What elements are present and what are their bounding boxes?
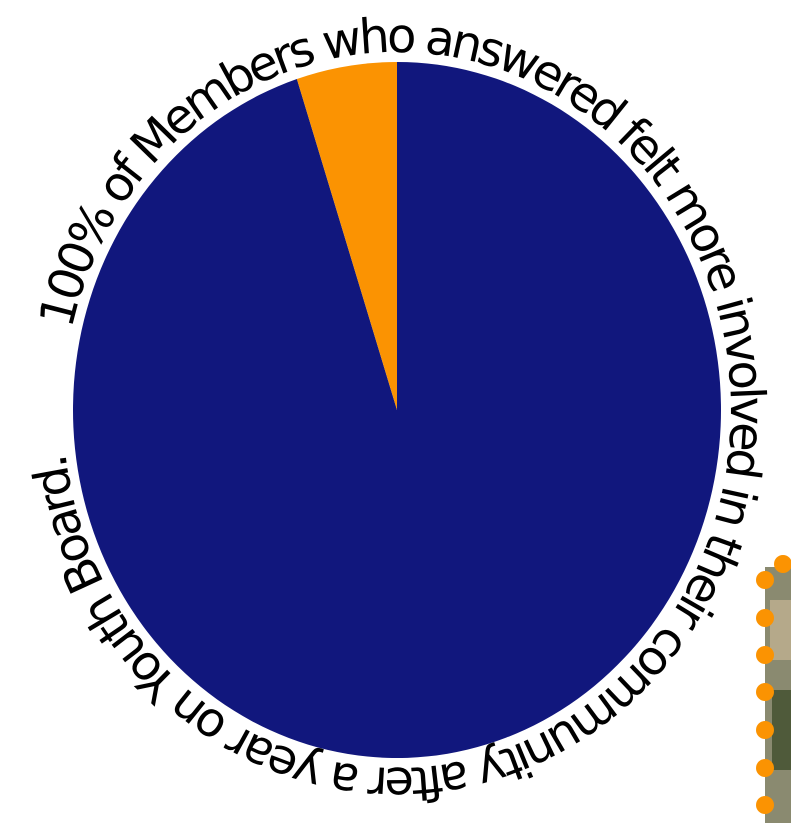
pie-slice: [72, 62, 721, 758]
dot: [756, 759, 774, 777]
pie: [72, 62, 721, 758]
dot: [756, 646, 774, 664]
photo-detail: [772, 690, 791, 770]
dot: [756, 796, 774, 814]
pie-slice: [296, 62, 397, 410]
dot: [756, 683, 774, 701]
dot: [774, 555, 791, 573]
photo-dots: [756, 555, 791, 814]
dot: [756, 571, 774, 589]
dot: [756, 721, 774, 739]
photo: [756, 555, 791, 823]
photo-detail: [770, 600, 791, 660]
dot: [756, 609, 774, 627]
